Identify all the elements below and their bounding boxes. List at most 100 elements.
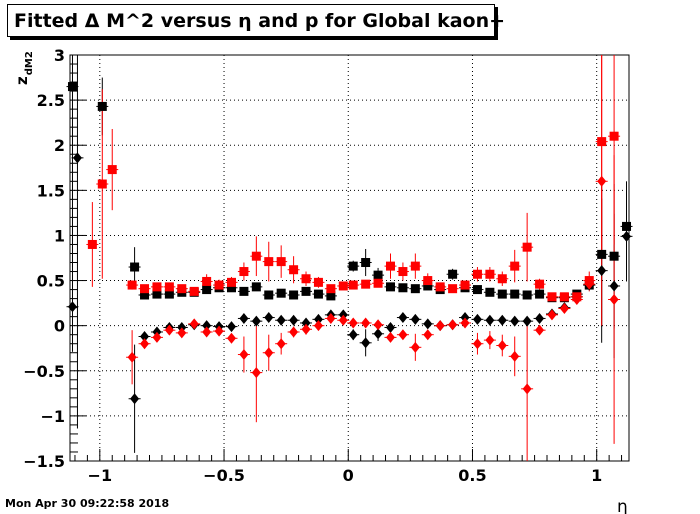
- square-marker: [547, 292, 557, 302]
- square-marker: [130, 262, 140, 272]
- diamond-marker: [497, 340, 507, 352]
- square-marker: [226, 283, 236, 293]
- square-marker: [423, 276, 433, 286]
- square-marker: [510, 289, 520, 299]
- square-marker: [97, 179, 107, 189]
- diamond-marker: [338, 314, 348, 326]
- diamond-marker: [535, 324, 545, 336]
- diamond-marker: [189, 318, 199, 330]
- square-marker: [214, 280, 224, 290]
- square-marker: [87, 239, 97, 249]
- square-marker: [522, 242, 532, 252]
- y-tick-label: 2.5: [37, 91, 65, 110]
- y-tick-label: −1.5: [23, 452, 65, 471]
- square-marker: [348, 280, 358, 290]
- diamond-marker: [289, 326, 299, 338]
- diamond-marker: [361, 317, 371, 329]
- y-tick-label: −1: [40, 407, 65, 426]
- diamond-marker: [202, 320, 212, 332]
- diamond-marker: [410, 341, 420, 353]
- diamond-marker: [264, 347, 274, 359]
- square-marker: [535, 279, 545, 289]
- diamond-marker: [313, 313, 323, 325]
- square-marker: [67, 82, 77, 92]
- square-marker: [448, 269, 458, 279]
- square-marker: [189, 286, 199, 296]
- diamond-marker: [559, 303, 569, 315]
- axis-ticks: [70, 54, 623, 462]
- tick-labels: −1 −0.5 0 0.5 1 −1.5 −1 −0.5 0 0.5 1 1.5 2 2.5 3: [23, 46, 602, 485]
- diamond-marker: [622, 230, 632, 242]
- y-tick-label: 3: [54, 46, 65, 65]
- diamond-marker: [276, 314, 286, 326]
- diamond-marker: [373, 328, 383, 340]
- diamond-marker: [609, 280, 619, 292]
- diamond-marker: [423, 318, 433, 330]
- diamond-marker: [423, 329, 433, 341]
- diamond-marker: [510, 350, 520, 362]
- diamond-marker: [497, 314, 507, 326]
- square-marker: [177, 284, 187, 294]
- square-marker: [313, 277, 323, 287]
- diamond-marker: [214, 325, 224, 337]
- square-marker: [448, 284, 458, 294]
- diamond-marker: [348, 329, 358, 341]
- diamond-marker: [584, 278, 594, 290]
- x-tick-label: −0.5: [203, 466, 245, 485]
- square-marker: [373, 270, 383, 280]
- diamond-marker: [313, 320, 323, 332]
- square-marker: [164, 289, 174, 299]
- diamond-marker: [373, 319, 383, 331]
- square-marker: [423, 281, 433, 291]
- square-marker: [264, 257, 274, 267]
- diamond-marker: [485, 334, 495, 346]
- square-marker: [289, 265, 299, 275]
- square-marker: [348, 261, 358, 271]
- diamond-marker: [301, 317, 311, 329]
- square-marker: [485, 269, 495, 279]
- diamond-marker: [535, 312, 545, 324]
- x-axis-label: η: [617, 497, 628, 514]
- diamond-marker: [361, 337, 371, 349]
- title-box: Fitted Δ M^2 versus η and p for Global k…: [7, 4, 505, 37]
- x-tick-label: 0.5: [458, 466, 486, 485]
- grid-lines: [70, 55, 629, 461]
- diamond-marker: [398, 312, 408, 324]
- square-marker: [239, 267, 249, 277]
- square-marker: [410, 284, 420, 294]
- diamond-marker: [348, 317, 358, 329]
- square-marker: [251, 251, 261, 261]
- square-marker: [361, 258, 371, 268]
- diamond-marker: [239, 349, 249, 361]
- diamond-marker: [410, 313, 420, 325]
- square-marker: [472, 285, 482, 295]
- diamond-marker: [72, 152, 82, 164]
- square-marker: [251, 282, 261, 292]
- diamond-marker: [510, 315, 520, 327]
- square-marker: [164, 282, 174, 292]
- square-marker: [127, 280, 137, 290]
- data-markers: [67, 82, 632, 405]
- square-marker: [140, 290, 150, 300]
- diamond-marker: [276, 338, 286, 350]
- square-marker: [338, 281, 348, 291]
- square-marker: [140, 284, 150, 294]
- chart-title: Fitted Δ M^2 versus η and p for Global k…: [14, 10, 506, 32]
- diamond-marker: [385, 321, 395, 333]
- y-tick-label: −0.5: [23, 362, 65, 381]
- square-marker: [276, 257, 286, 267]
- timestamp: Mon Apr 30 09:22:58 2018: [5, 497, 170, 510]
- square-marker: [239, 286, 249, 296]
- diamond-marker: [140, 330, 150, 342]
- y-tick-label: 0.5: [37, 272, 65, 291]
- diamond-marker: [597, 175, 607, 187]
- diamond-marker: [239, 312, 249, 324]
- square-marker: [202, 285, 212, 295]
- square-marker: [301, 286, 311, 296]
- square-marker: [522, 290, 532, 300]
- diamond-marker: [251, 315, 261, 327]
- diamond-marker: [130, 393, 140, 405]
- diamond-marker: [301, 323, 311, 335]
- error-bars: [66, 55, 633, 461]
- square-marker: [301, 274, 311, 284]
